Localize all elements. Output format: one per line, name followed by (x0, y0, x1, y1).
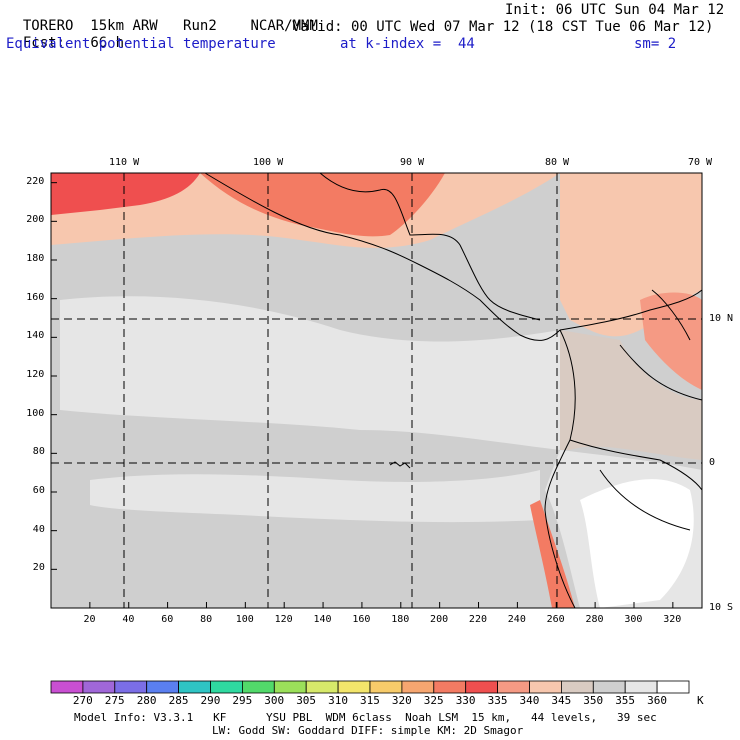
y-tick-label: 180 (26, 253, 45, 264)
colorbar-level-label: 300 (264, 694, 285, 707)
light-band-north (60, 296, 560, 450)
colorbar-level-label: 325 (423, 694, 444, 707)
colorbar-level-label: 335 (487, 694, 508, 707)
model-info-line1: Model Info: V3.3.1 KF YSU PBL WDM 6class… (74, 711, 657, 724)
init-time: Init: 06 UTC Sun 04 Mar 12 (505, 2, 725, 18)
y-tick-label: 140 (26, 330, 45, 342)
colorbar-level-label: 305 (296, 694, 317, 707)
x-tick-label: 320 (663, 614, 682, 625)
y-tick-label: 160 (26, 291, 45, 303)
lon-label-110w: 110 W (109, 157, 140, 168)
fcst-label: Fcst: (22, 35, 66, 51)
lat-label-10s: 10 S (709, 602, 734, 613)
lat-label-0: 0 (709, 457, 716, 468)
colorbar-level-label: 290 (200, 694, 221, 707)
y-tick-label: 220 (26, 175, 45, 187)
colorbar-level-label: 350 (583, 694, 604, 707)
hot-strip-peru-coast (530, 500, 575, 608)
land-region-colombia (560, 330, 702, 460)
light-region-amazon (580, 479, 694, 608)
x-tick-label: 200 (430, 614, 449, 625)
colorbar-level-label: 345 (551, 694, 572, 707)
colorbar-level-label: 315 (360, 694, 380, 707)
x-tick-label: 20 (83, 614, 96, 625)
map-fill-layer (51, 173, 702, 608)
border-ecuador-peru (569, 439, 703, 491)
y-tick-label: 80 (32, 446, 45, 458)
model-name: TORERO (22, 18, 74, 34)
y-tick-label: 200 (26, 214, 45, 226)
lon-label-80w: 80 W (545, 157, 570, 168)
x-tick-label: 300 (624, 614, 643, 625)
coastline-central-america-pacific (204, 172, 561, 341)
colorbar-level-label: 360 (647, 694, 667, 707)
colorbar-level-label: 270 (72, 694, 93, 707)
colorbar-level-label: 295 (232, 694, 253, 707)
colorbar-level-label: 330 (455, 694, 476, 707)
y-tick-label: 40 (32, 523, 45, 535)
colorbar-level-label: 285 (168, 694, 189, 707)
x-tick-label: 80 (200, 614, 213, 625)
colorbar-level-label: 320 (391, 694, 412, 707)
light-band-south (90, 470, 540, 523)
map-frame (50, 172, 703, 609)
lon-label-70w: 70 W (688, 157, 713, 168)
colorbar-level-label: 340 (519, 694, 540, 707)
colorbar-level-label: 275 (104, 694, 125, 707)
x-tick-label: 60 (161, 614, 174, 625)
x-tick-label: 140 (313, 614, 332, 625)
coastline-central-america-caribbean (319, 172, 541, 321)
smoothing-label: sm= 2 (634, 36, 677, 52)
header-title: TORERO 15km ARW Run2 NCAR/MMM (6, 2, 318, 34)
graticule (51, 173, 702, 608)
y-tick-label: 60 (32, 485, 45, 496)
fcst-value: 66 h (90, 35, 125, 51)
colorbar-level-label: 280 (136, 694, 157, 707)
lon-label-90w: 90 W (400, 157, 425, 168)
hot-region-mexico-south (200, 173, 445, 237)
y-tick-label: 120 (26, 369, 45, 380)
border-peru-brazil (599, 469, 691, 531)
coastline-colombia-venezuela-north (559, 289, 703, 331)
y-axis-ticks (51, 182, 57, 570)
x-axis-ticks (89, 602, 674, 608)
warm-region-venezuela (640, 292, 702, 390)
x-tick-label: 280 (585, 614, 604, 625)
x-tick-label: 120 (274, 614, 293, 625)
x-tick-label: 220 (468, 614, 487, 625)
x-tick-label: 160 (352, 614, 371, 625)
x-tick-label: 260 (546, 614, 565, 625)
coastline-south-america-pacific (544, 329, 576, 609)
x-tick-label: 100 (235, 614, 254, 625)
colorbar-level-label: 310 (328, 694, 348, 707)
lake-maracaibo (651, 289, 691, 341)
field-name: Equivalent potential temperature (6, 36, 276, 52)
model-info-line2: LW: Godd SW: Goddard DIFF: simple KM: 2D… (212, 724, 524, 737)
forecast-hour: Fcst: 66 h (6, 19, 124, 51)
border-colombia-venezuela (619, 344, 703, 401)
coastlines (204, 172, 703, 609)
lat-label-10n: 10 N (709, 313, 734, 324)
x-tick-label: 40 (122, 614, 135, 625)
colorbar-level-label: 355 (615, 694, 636, 707)
level-label: at k-index = 44 (340, 36, 475, 52)
model-resolution: 15km ARW (90, 18, 158, 34)
run-label: Run2 (183, 18, 217, 34)
x-tick-label: 240 (507, 614, 526, 625)
y-tick-label: 100 (26, 407, 45, 419)
organization: NCAR/MMM (250, 18, 318, 34)
colorbar-unit: K (697, 694, 704, 707)
hot-region-mexico-coast (51, 173, 200, 215)
lon-label-100w: 100 W (253, 157, 284, 168)
x-tick-label: 180 (391, 614, 410, 625)
valid-time: Valid: 00 UTC Wed 07 Mar 12 (18 CST Tue … (292, 19, 714, 35)
y-tick-label: 20 (32, 562, 45, 574)
